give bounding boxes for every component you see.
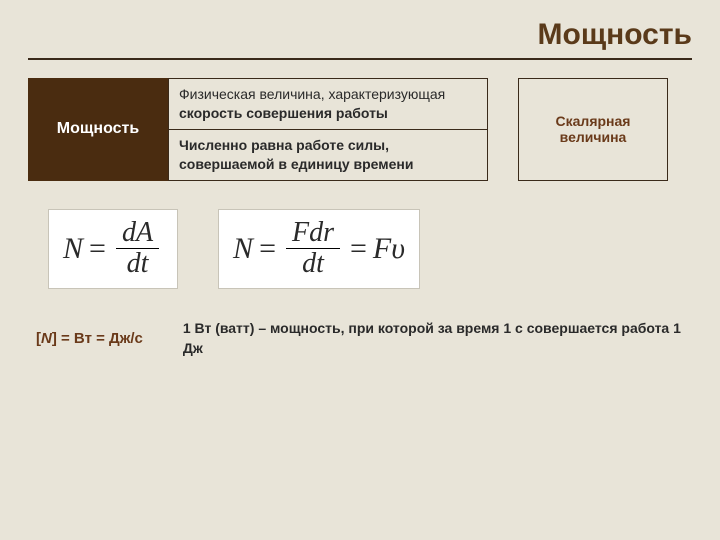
formula2-fraction: Fdr dt (286, 218, 340, 281)
formula1-num: dA (116, 218, 159, 250)
definition-top-bold: скорость совершения работы (179, 105, 388, 121)
page-title: Мощность (28, 18, 692, 60)
term-cell: Мощность (28, 78, 168, 181)
qualifier-cell: Скалярная величина (518, 78, 668, 181)
qualifier-line1: Скалярная (556, 113, 631, 129)
definition-bottom-text: Численно равна работе силы, совершаемой … (179, 137, 413, 172)
qualifier-line2: величина (560, 129, 627, 145)
formula2-num: Fdr (286, 218, 340, 250)
formula-1: N = dA dt (48, 209, 178, 290)
formulas-row: N = dA dt N = Fdr dt = Fυ (48, 209, 692, 290)
slide: Мощность Мощность Физическая величина, х… (0, 0, 720, 376)
formula1-den: dt (121, 249, 155, 280)
units-text: [N] = Вт = Дж/с (36, 330, 143, 347)
formula1-lhs: N (63, 232, 83, 266)
equals-sign: = (89, 232, 106, 266)
definition-cell: Физическая величина, характеризующая ско… (168, 78, 488, 181)
footer-row: [N] = Вт = Дж/с 1 Вт (ватт) – мощность, … (28, 319, 692, 358)
definition-top-plain: Физическая величина, характеризующая (179, 86, 445, 102)
footnote-text: 1 Вт (ватт) – мощность, при которой за в… (183, 319, 692, 358)
equals-sign: = (350, 232, 367, 266)
definition-row: Мощность Физическая величина, характериз… (28, 78, 692, 181)
definition-top: Физическая величина, характеризующая ско… (169, 79, 487, 130)
definition-bottom: Численно равна работе силы, совершаемой … (169, 130, 487, 180)
formula2-lhs: N (233, 232, 253, 266)
formula2-rhs: Fυ (373, 232, 405, 266)
equals-sign: = (259, 232, 276, 266)
formula-2: N = Fdr dt = Fυ (218, 209, 420, 290)
formula1-fraction: dA dt (116, 218, 159, 281)
formula2-den: dt (296, 249, 330, 280)
